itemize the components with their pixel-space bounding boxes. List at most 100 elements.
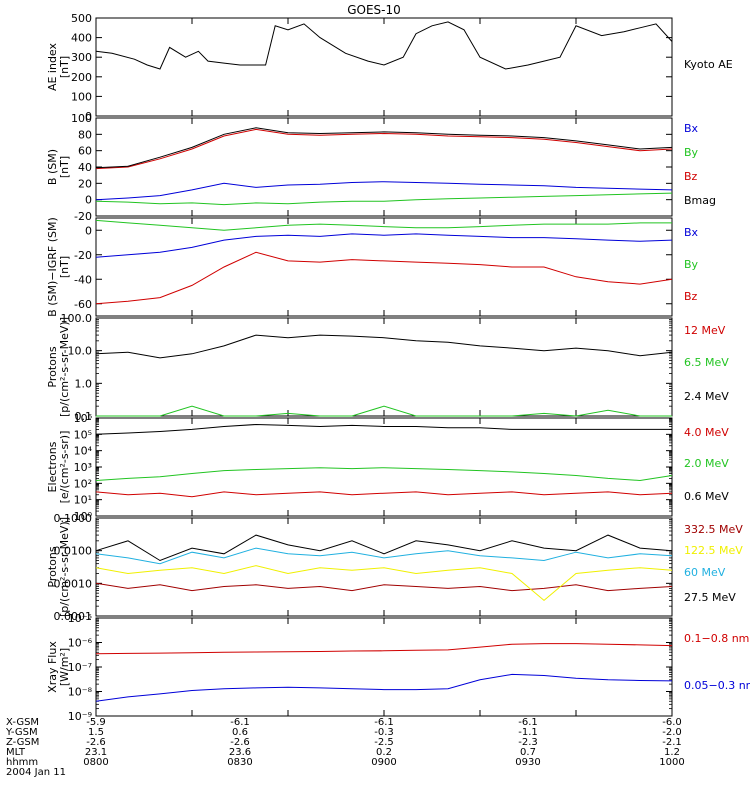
y-tick-label: 0 bbox=[85, 110, 92, 123]
legend-entry: By bbox=[684, 146, 699, 159]
y-tick-label: 100 bbox=[71, 90, 92, 103]
panel-bsm: -20 0 20 40 60 80 100 B (SM) [nT] Bx By Bz Bmag bbox=[46, 112, 716, 223]
y-tick-label: 10⁰ bbox=[74, 510, 93, 523]
legend-entry: Bmag bbox=[684, 194, 716, 207]
panel-frame bbox=[95, 617, 673, 717]
readout-value: 0.2 bbox=[376, 747, 392, 758]
y-axis-label: [p/(cm²-s-sr-MeV)] bbox=[58, 517, 71, 617]
y-tick-label: 10² bbox=[74, 477, 92, 490]
y-tick-label: 200 bbox=[71, 71, 92, 84]
legend-entry: By bbox=[684, 258, 699, 271]
legend-entry: 0.1−0.8 nm bbox=[684, 632, 749, 645]
series-line-6-5-mev bbox=[96, 405, 672, 417]
y-tick-label: 300 bbox=[71, 51, 92, 64]
y-tick-label: 10³ bbox=[74, 461, 92, 474]
y-tick-label: 10⁵ bbox=[74, 428, 92, 441]
readout-value: -2.3 bbox=[518, 737, 538, 748]
y-tick-label: 60 bbox=[78, 145, 92, 158]
panel-frame bbox=[95, 317, 673, 417]
y-tick-label: 10⁴ bbox=[74, 445, 93, 458]
series-line-bx bbox=[95, 233, 673, 258]
series-line-2-0-mev bbox=[95, 467, 673, 482]
readout-row-label: MLT bbox=[6, 747, 26, 758]
series-line-kyoto-ae bbox=[95, 21, 673, 70]
series-line-0-6-mev bbox=[95, 423, 672, 435]
series-line-0-05-0-3-nm bbox=[95, 673, 673, 702]
y-axis-label: [nT] bbox=[58, 156, 71, 178]
series-line-2-4-mev bbox=[95, 334, 673, 359]
y-tick-label: 10⁻⁶ bbox=[68, 637, 93, 650]
readout-value: -2.1 bbox=[662, 737, 682, 748]
legend-entry: Kyoto AE bbox=[684, 58, 733, 71]
y-tick-label: 500 bbox=[71, 12, 92, 25]
readout-value: -2.0 bbox=[662, 727, 682, 738]
readout-value: -0.3 bbox=[374, 727, 394, 738]
panel-xray: 10⁻⁹ 10⁻⁸ 10⁻⁷ 10⁻⁶ 10⁻⁵ Xray Flux [W/m²] 0.1−0… bbox=[46, 612, 750, 723]
panel-electrons: 10⁰ 10¹ 10² 10³ 10⁴ 10⁵ 10⁶ Electrons [e/(cm²-s-… bbox=[46, 412, 729, 523]
legend-entry: 60 MeV bbox=[684, 566, 726, 579]
legend-entry: 12 MeV bbox=[684, 324, 726, 337]
y-tick-label: 80 bbox=[78, 128, 92, 141]
y-tick-label: 0 bbox=[85, 194, 92, 207]
readout-value: 0.6 bbox=[232, 727, 248, 738]
legend-entry: 6.5 MeV bbox=[684, 356, 729, 369]
y-tick-label: 10⁻⁸ bbox=[68, 686, 93, 699]
legend-entry: Bx bbox=[684, 122, 699, 135]
series-line-332-5-mev bbox=[95, 582, 673, 592]
y-axis-label: [W/m²] bbox=[58, 648, 71, 686]
legend-entry: 122.5 MeV bbox=[684, 544, 743, 557]
y-tick-label: 0 bbox=[85, 224, 92, 237]
readout-value: -2.6 bbox=[230, 737, 250, 748]
legend-entry: 332.5 MeV bbox=[684, 523, 743, 536]
y-tick-label: 10⁻⁵ bbox=[68, 612, 92, 625]
legend-entry: 0.05−0.3 nm bbox=[684, 679, 750, 692]
series-line-bx bbox=[95, 181, 673, 201]
y-axis-label: AE index bbox=[46, 42, 59, 91]
readout-value: -2.6 bbox=[86, 737, 106, 748]
readout-row-label: hhmm bbox=[6, 757, 38, 768]
legend-entry: 0.6 MeV bbox=[684, 490, 729, 503]
panel-protons_lo: 0.0001 0.0010 0.0100 0.1000 Protons [p/(cm²-s… bbox=[46, 512, 743, 623]
legend-entry: 2.4 MeV bbox=[684, 390, 729, 403]
y-axis-label: [p/(cm²-s-sr-MeV)] bbox=[58, 317, 71, 417]
y-tick-label: 0.0001 bbox=[54, 610, 93, 623]
readout-value: 0830 bbox=[227, 757, 252, 768]
series-line-4-0-mev bbox=[95, 491, 673, 498]
readout-value: 23.6 bbox=[229, 747, 251, 758]
y-axis-label: Xray Flux bbox=[46, 641, 59, 693]
y-tick-label: -20 bbox=[74, 210, 92, 223]
y-tick-label: 10⁶ bbox=[74, 412, 93, 425]
legend-entry: Bx bbox=[684, 226, 699, 239]
readout-value: -1.1 bbox=[518, 727, 538, 738]
y-axis-label: B (SM) bbox=[46, 149, 59, 185]
y-tick-label: 0.1000 bbox=[54, 512, 93, 525]
y-axis-label: B (SM)−IGRF (SM) bbox=[46, 217, 59, 317]
y-axis-label: Protons bbox=[46, 346, 59, 387]
y-tick-label: -60 bbox=[74, 298, 92, 311]
y-axis-label: Protons bbox=[46, 546, 59, 587]
readout-value: 1.5 bbox=[88, 727, 104, 738]
legend-entry: 2.0 MeV bbox=[684, 457, 729, 470]
readout-value: 1.2 bbox=[664, 747, 680, 758]
panel-bigrf: -60 -40 -20 0 B (SM)−IGRF (SM) [nT] Bx By Bz bbox=[46, 217, 699, 317]
readout-value: 0930 bbox=[515, 757, 540, 768]
y-tick-label: 0.1 bbox=[75, 410, 93, 423]
y-tick-label: 1.0 bbox=[75, 377, 93, 390]
y-tick-label: -40 bbox=[74, 273, 92, 286]
panel-frame bbox=[95, 417, 673, 517]
readout-row-label: Y-GSM bbox=[5, 727, 38, 738]
readout-value: 23.1 bbox=[85, 747, 107, 758]
y-tick-label: 10⁻⁷ bbox=[68, 661, 92, 674]
legend-entry: Bz bbox=[684, 290, 698, 303]
legend-entry: 4.0 MeV bbox=[684, 426, 729, 439]
series-line-bz bbox=[95, 251, 673, 305]
series-line-27-5-mev bbox=[95, 534, 673, 562]
readout-value: -6.1 bbox=[518, 717, 538, 728]
y-tick-label: 0.0100 bbox=[54, 545, 93, 558]
readout-value: 0900 bbox=[371, 757, 396, 768]
panel-frame bbox=[95, 517, 673, 617]
